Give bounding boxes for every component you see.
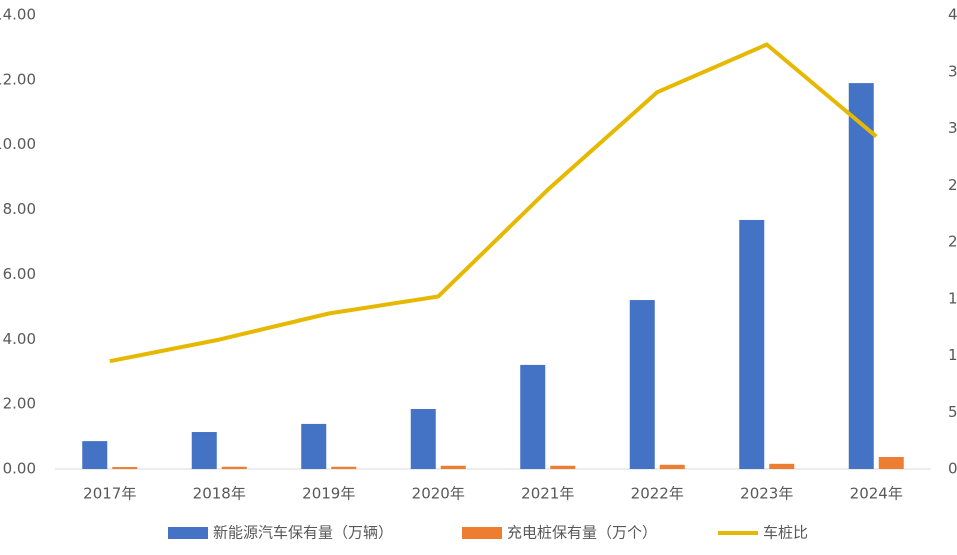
bar [550,465,576,469]
bar [848,83,874,469]
legend-swatch [462,527,502,539]
x-tick-label: 2018年 [193,485,246,503]
y2-tick-label: 40 [948,6,957,24]
y2-tick-label: 15 [948,289,957,307]
y2-tick-label: 25 [948,176,957,194]
legend-swatch [168,527,208,539]
bar [82,441,108,469]
y-tick-label: 2.00 [3,395,36,413]
y-tick-label: 14.00 [0,6,36,24]
x-tick-label: 2023年 [740,485,793,503]
line [109,42,878,364]
y-tick-label: 12.00 [0,70,36,88]
x-tick-label: 2024年 [850,485,903,503]
bar [331,466,357,469]
y-tick-label: 8.00 [3,200,36,218]
x-tick-label: 2022年 [631,485,684,503]
bar [410,409,436,469]
legend-label: 充电桩保有量（万个） [507,524,657,542]
bar [301,423,327,469]
bar [221,466,247,469]
y-tick-label: 10.00 [0,135,36,153]
bar [191,432,217,469]
bar [112,467,138,469]
y2-tick-label: 5 [948,403,957,421]
x-tick-label: 2017年 [83,485,136,503]
bar [520,364,546,469]
y2-tick-label: 35 [948,62,957,80]
y2-tick-label: 10 [948,346,957,364]
bar [629,300,655,469]
legend-label: 车桩比 [763,524,808,542]
bar [659,464,685,469]
y2-tick-label: 30 [948,119,957,137]
y2-tick-label: 0 [948,460,957,478]
y2-tick-label: 20 [948,233,957,251]
legend-label: 新能源汽车保有量（万辆） [213,524,393,542]
y-tick-label: 0.00 [3,460,36,478]
x-tick-label: 2020年 [412,485,465,503]
x-tick-label: 2021年 [521,485,574,503]
bar [739,219,765,469]
bar [440,465,466,469]
y-tick-label: 4.00 [3,330,36,348]
y-tick-label: 6.00 [3,265,36,283]
bar [878,457,904,469]
x-tick-label: 2019年 [302,485,355,503]
bar [769,463,795,469]
